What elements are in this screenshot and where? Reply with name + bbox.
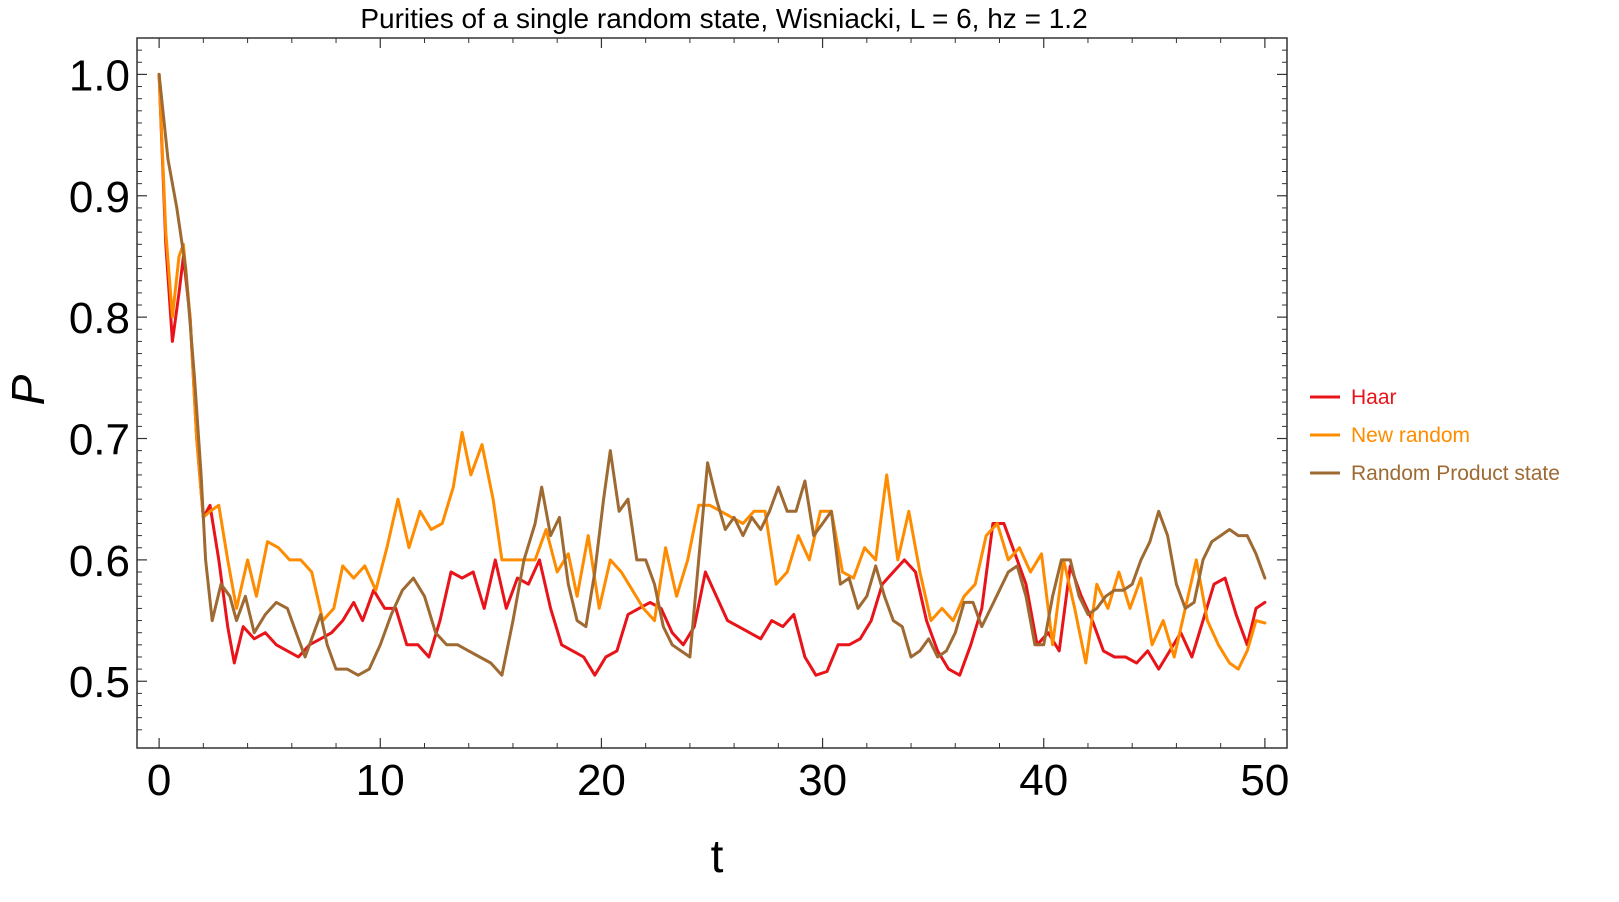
plot-area [136, 37, 1288, 749]
y-tick-label: 0.6 [69, 537, 130, 586]
y-axis-label: P [2, 374, 54, 405]
chart-title: Purities of a single random state, Wisni… [360, 3, 1087, 34]
series-line-haar [157, 72, 1267, 677]
axis-ticks [137, 38, 1287, 748]
x-tick-label: 10 [356, 756, 405, 805]
y-tick-label: 1.0 [69, 51, 130, 100]
plot-frame [136, 37, 1288, 749]
x-axis-label: t [711, 830, 724, 882]
series-line-new-random [157, 72, 1267, 671]
legend-label-random-product-state: Random Product state [1351, 462, 1560, 485]
y-tick-label: 0.8 [69, 294, 130, 343]
legend-label-new-random: New random [1351, 424, 1470, 447]
x-tick-label: 40 [1019, 756, 1068, 805]
series-lines [157, 72, 1267, 677]
y-tick-labels: 0.5 0.6 0.7 0.8 0.9 1.0 [69, 51, 130, 707]
legend: Haar New random Random Product state [1310, 386, 1560, 485]
y-tick-label: 0.5 [69, 658, 130, 707]
legend-label-haar: Haar [1351, 386, 1397, 409]
y-tick-label: 0.9 [69, 173, 130, 222]
x-tick-label: 20 [577, 756, 626, 805]
x-tick-label: 0 [147, 756, 171, 805]
x-tick-labels: 0 10 20 30 40 50 [147, 756, 1289, 805]
x-tick-label: 30 [798, 756, 847, 805]
x-tick-label: 50 [1240, 756, 1289, 805]
series-line-random-product-state [157, 72, 1267, 677]
y-tick-label: 0.7 [69, 416, 130, 465]
